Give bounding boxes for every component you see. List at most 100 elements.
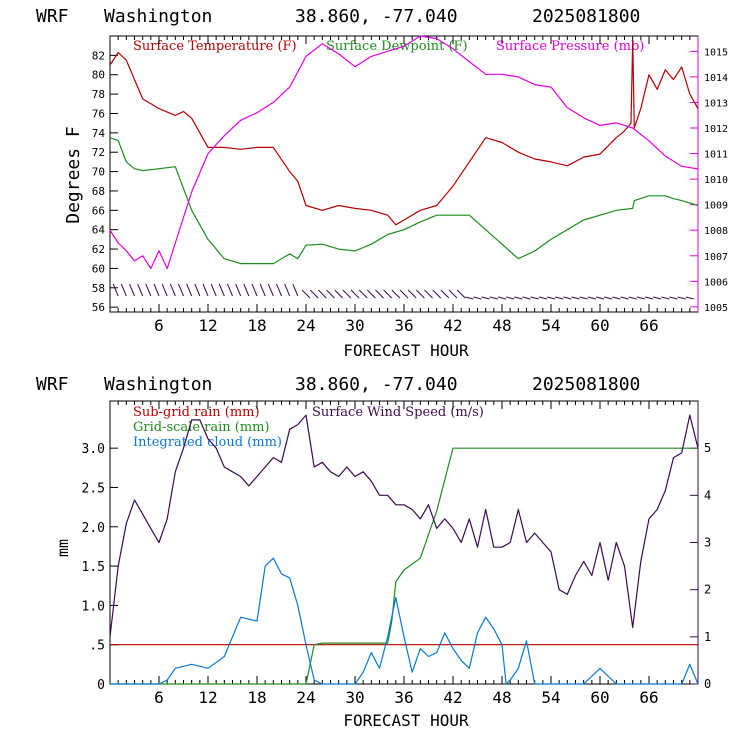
wind-barb	[669, 296, 678, 300]
bottom-left-ticks: 0 .5 1.0 1.5 2.0 2.5 3.0	[82, 442, 118, 693]
left-tick-label: .5	[89, 639, 105, 654]
wind-barb	[366, 289, 376, 299]
left-tick-label: 82	[92, 49, 105, 62]
top-x-axis-title: FORECAST HOUR	[343, 341, 469, 360]
wind-barb	[612, 296, 621, 300]
legend-integrated-cloud: Integrated cloud (mm)	[133, 435, 282, 450]
legend-subgrid-rain: Sub-grid rain (mm)	[133, 405, 260, 420]
legend-pressure: Surface Pressure (mb)	[496, 39, 644, 54]
wind-barb	[375, 289, 384, 299]
x-tick-label: 66	[639, 316, 658, 335]
right-tick-label: 0	[704, 677, 711, 691]
x-tick-label: 30	[345, 316, 364, 335]
left-tick-label: 70	[92, 166, 105, 179]
left-tick-label: 64	[92, 224, 106, 237]
series-line-temperature	[109, 40, 699, 226]
legend-gridscale-rain: Grid-scale rain (mm)	[133, 420, 270, 435]
wind-barb	[317, 289, 327, 299]
right-tick-label: 1013	[704, 98, 728, 109]
top-chart-header: WRF Washington 38.860, -77.040 202508180…	[36, 6, 640, 27]
x-tick-label: 54	[541, 316, 560, 335]
wind-barb	[448, 289, 458, 299]
left-tick-label: 80	[92, 69, 105, 82]
bottom-y-axis-title: mm	[54, 539, 72, 557]
left-tick-label: 1.5	[82, 560, 105, 575]
top-location-label: Washington	[104, 6, 212, 27]
wind-barb	[218, 283, 225, 297]
wind-barb	[137, 283, 144, 297]
right-tick-label: 5	[704, 441, 711, 455]
wind-barb	[514, 296, 523, 300]
wind-barb	[227, 283, 233, 297]
right-tick-label: 4	[704, 488, 711, 502]
wind-barb	[415, 289, 425, 299]
wind-barb	[309, 289, 319, 299]
x-tick-label: 24	[296, 688, 315, 707]
wind-barb	[161, 283, 168, 297]
wind-barb	[407, 289, 417, 299]
wind-barb	[243, 283, 250, 297]
x-tick-label: 48	[492, 316, 511, 335]
wind-barb	[145, 283, 152, 297]
wind-barb	[178, 283, 184, 297]
wind-barb	[620, 296, 629, 300]
wind-barb	[129, 283, 135, 297]
left-tick-label: 0	[97, 678, 105, 693]
wind-barb	[276, 283, 282, 297]
top-model-label: WRF	[36, 6, 69, 27]
wind-barb	[424, 289, 433, 299]
wind-barb	[563, 296, 572, 300]
left-tick-label: 1.0	[82, 599, 105, 614]
left-tick-label: 2.5	[82, 481, 105, 496]
wind-barb	[489, 296, 498, 300]
wind-barb	[481, 296, 490, 300]
x-tick-label: 36	[394, 688, 413, 707]
wind-barb	[259, 283, 266, 297]
wind-barb	[465, 296, 474, 300]
wind-barb	[571, 296, 580, 300]
wind-barb	[522, 296, 531, 300]
wind-barb	[677, 296, 686, 300]
right-tick-label: 1011	[704, 150, 728, 161]
wind-barb	[383, 289, 393, 299]
x-tick-label: 36	[394, 316, 413, 335]
wind-barb	[334, 289, 344, 299]
legend-temperature: Surface Temperature (F)	[133, 39, 297, 54]
wind-barb	[538, 296, 547, 300]
x-tick-label: 6	[154, 688, 164, 707]
wind-barb	[391, 289, 401, 299]
x-tick-label: 12	[198, 316, 217, 335]
left-tick-label: 76	[92, 107, 105, 120]
wind-barb	[530, 296, 539, 300]
wind-barb	[169, 283, 176, 297]
wind-barb	[644, 296, 654, 300]
left-tick-label: 72	[92, 146, 105, 159]
right-tick-label: 1009	[704, 201, 728, 212]
wind-barb	[358, 289, 368, 299]
top-coords-label: 38.860, -77.040	[295, 6, 458, 27]
series-line-dewpoint	[109, 137, 699, 265]
wind-barb	[120, 283, 127, 297]
left-tick-label: 60	[92, 262, 105, 275]
x-tick-label: 60	[590, 688, 609, 707]
legend-wind-speed: Surface Wind Speed (m/s)	[312, 405, 484, 420]
right-tick-label: 2	[704, 583, 711, 597]
series-line-pressure	[109, 35, 699, 270]
x-tick-label: 66	[639, 688, 658, 707]
right-tick-label: 1015	[704, 47, 728, 58]
x-tick-label: 18	[247, 316, 266, 335]
wind-barbs	[112, 283, 694, 300]
top-right-ticks: 1005 1006 1007 1008 1009 1010 1011 1012 1013 1014…	[690, 47, 728, 314]
wind-barb	[497, 296, 507, 300]
top-plot-frame	[109, 35, 699, 313]
wind-barb	[235, 283, 242, 297]
x-tick-label: 18	[247, 688, 266, 707]
wind-barb	[194, 283, 201, 297]
bottom-series	[109, 414, 699, 685]
wind-barb	[628, 296, 637, 300]
wind-barb	[685, 296, 694, 300]
left-tick-label: 62	[92, 243, 105, 256]
wind-barb	[350, 289, 360, 299]
right-tick-label: 1	[704, 630, 711, 644]
